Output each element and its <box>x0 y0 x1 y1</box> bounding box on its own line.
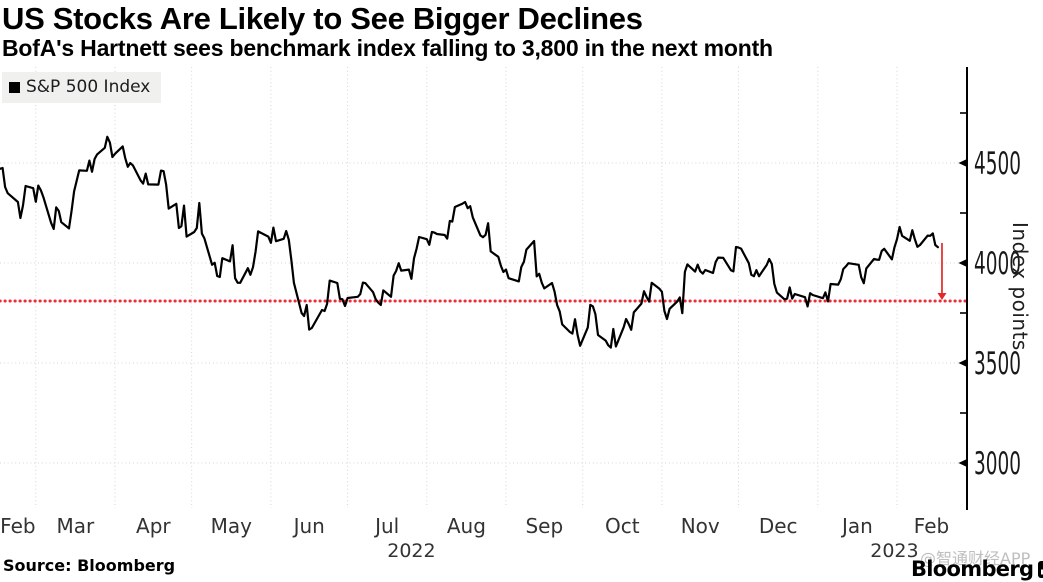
x-axis-month-label: Jul <box>373 514 399 538</box>
x-axis-month-label: May <box>211 514 253 538</box>
x-axis-month-label: Nov <box>681 514 720 538</box>
y-axis-title: Index points <box>1008 222 1032 351</box>
legend-swatch-icon <box>9 81 20 93</box>
x-axis-year-label: 2023 <box>870 540 918 562</box>
x-axis-month-label: Aug <box>447 514 486 538</box>
x-axis-month-label: Mar <box>57 514 96 538</box>
decline-arrow-head <box>937 293 947 300</box>
x-axis-month-label: Sep <box>525 514 563 538</box>
page-title: US Stocks Are Likely to See Bigger Decli… <box>2 1 643 36</box>
x-axis-month-label: Dec <box>759 514 798 538</box>
y-axis-major-tick <box>958 359 967 367</box>
bloomberg-logo-icon <box>1038 560 1043 578</box>
y-axis-tick-label: 4000 <box>974 246 1021 282</box>
bloomberg-branding: Bloomberg <box>911 557 1043 581</box>
sp500-price-line <box>0 135 940 349</box>
legend-label: S&P 500 Index <box>26 77 151 97</box>
x-axis-month-label: Jun <box>292 514 325 538</box>
x-axis-year-label: 2022 <box>387 540 435 562</box>
x-axis-month-label: Feb <box>0 514 35 538</box>
y-axis-tick-label: 3500 <box>974 346 1021 382</box>
y-axis-major-tick <box>958 259 967 267</box>
bloomberg-wordmark: Bloomberg <box>911 557 1034 581</box>
y-axis-tick-label: 3000 <box>974 446 1021 482</box>
y-axis-major-tick <box>958 459 967 467</box>
source-note: Source: Bloomberg <box>3 556 176 575</box>
y-axis-major-tick <box>958 159 967 167</box>
x-axis-month-label: Jan <box>840 514 873 538</box>
page-subtitle: BofA's Hartnett sees benchmark index fal… <box>2 35 773 61</box>
x-axis-month-label: Apr <box>136 514 171 538</box>
watermark-text: @智通财经APP <box>920 549 1031 568</box>
x-axis-month-label: Oct <box>605 514 640 538</box>
x-axis-month-label: Feb <box>914 514 949 538</box>
legend: S&P 500 Index <box>2 72 162 103</box>
y-axis-tick-label: 4500 <box>974 146 1021 182</box>
